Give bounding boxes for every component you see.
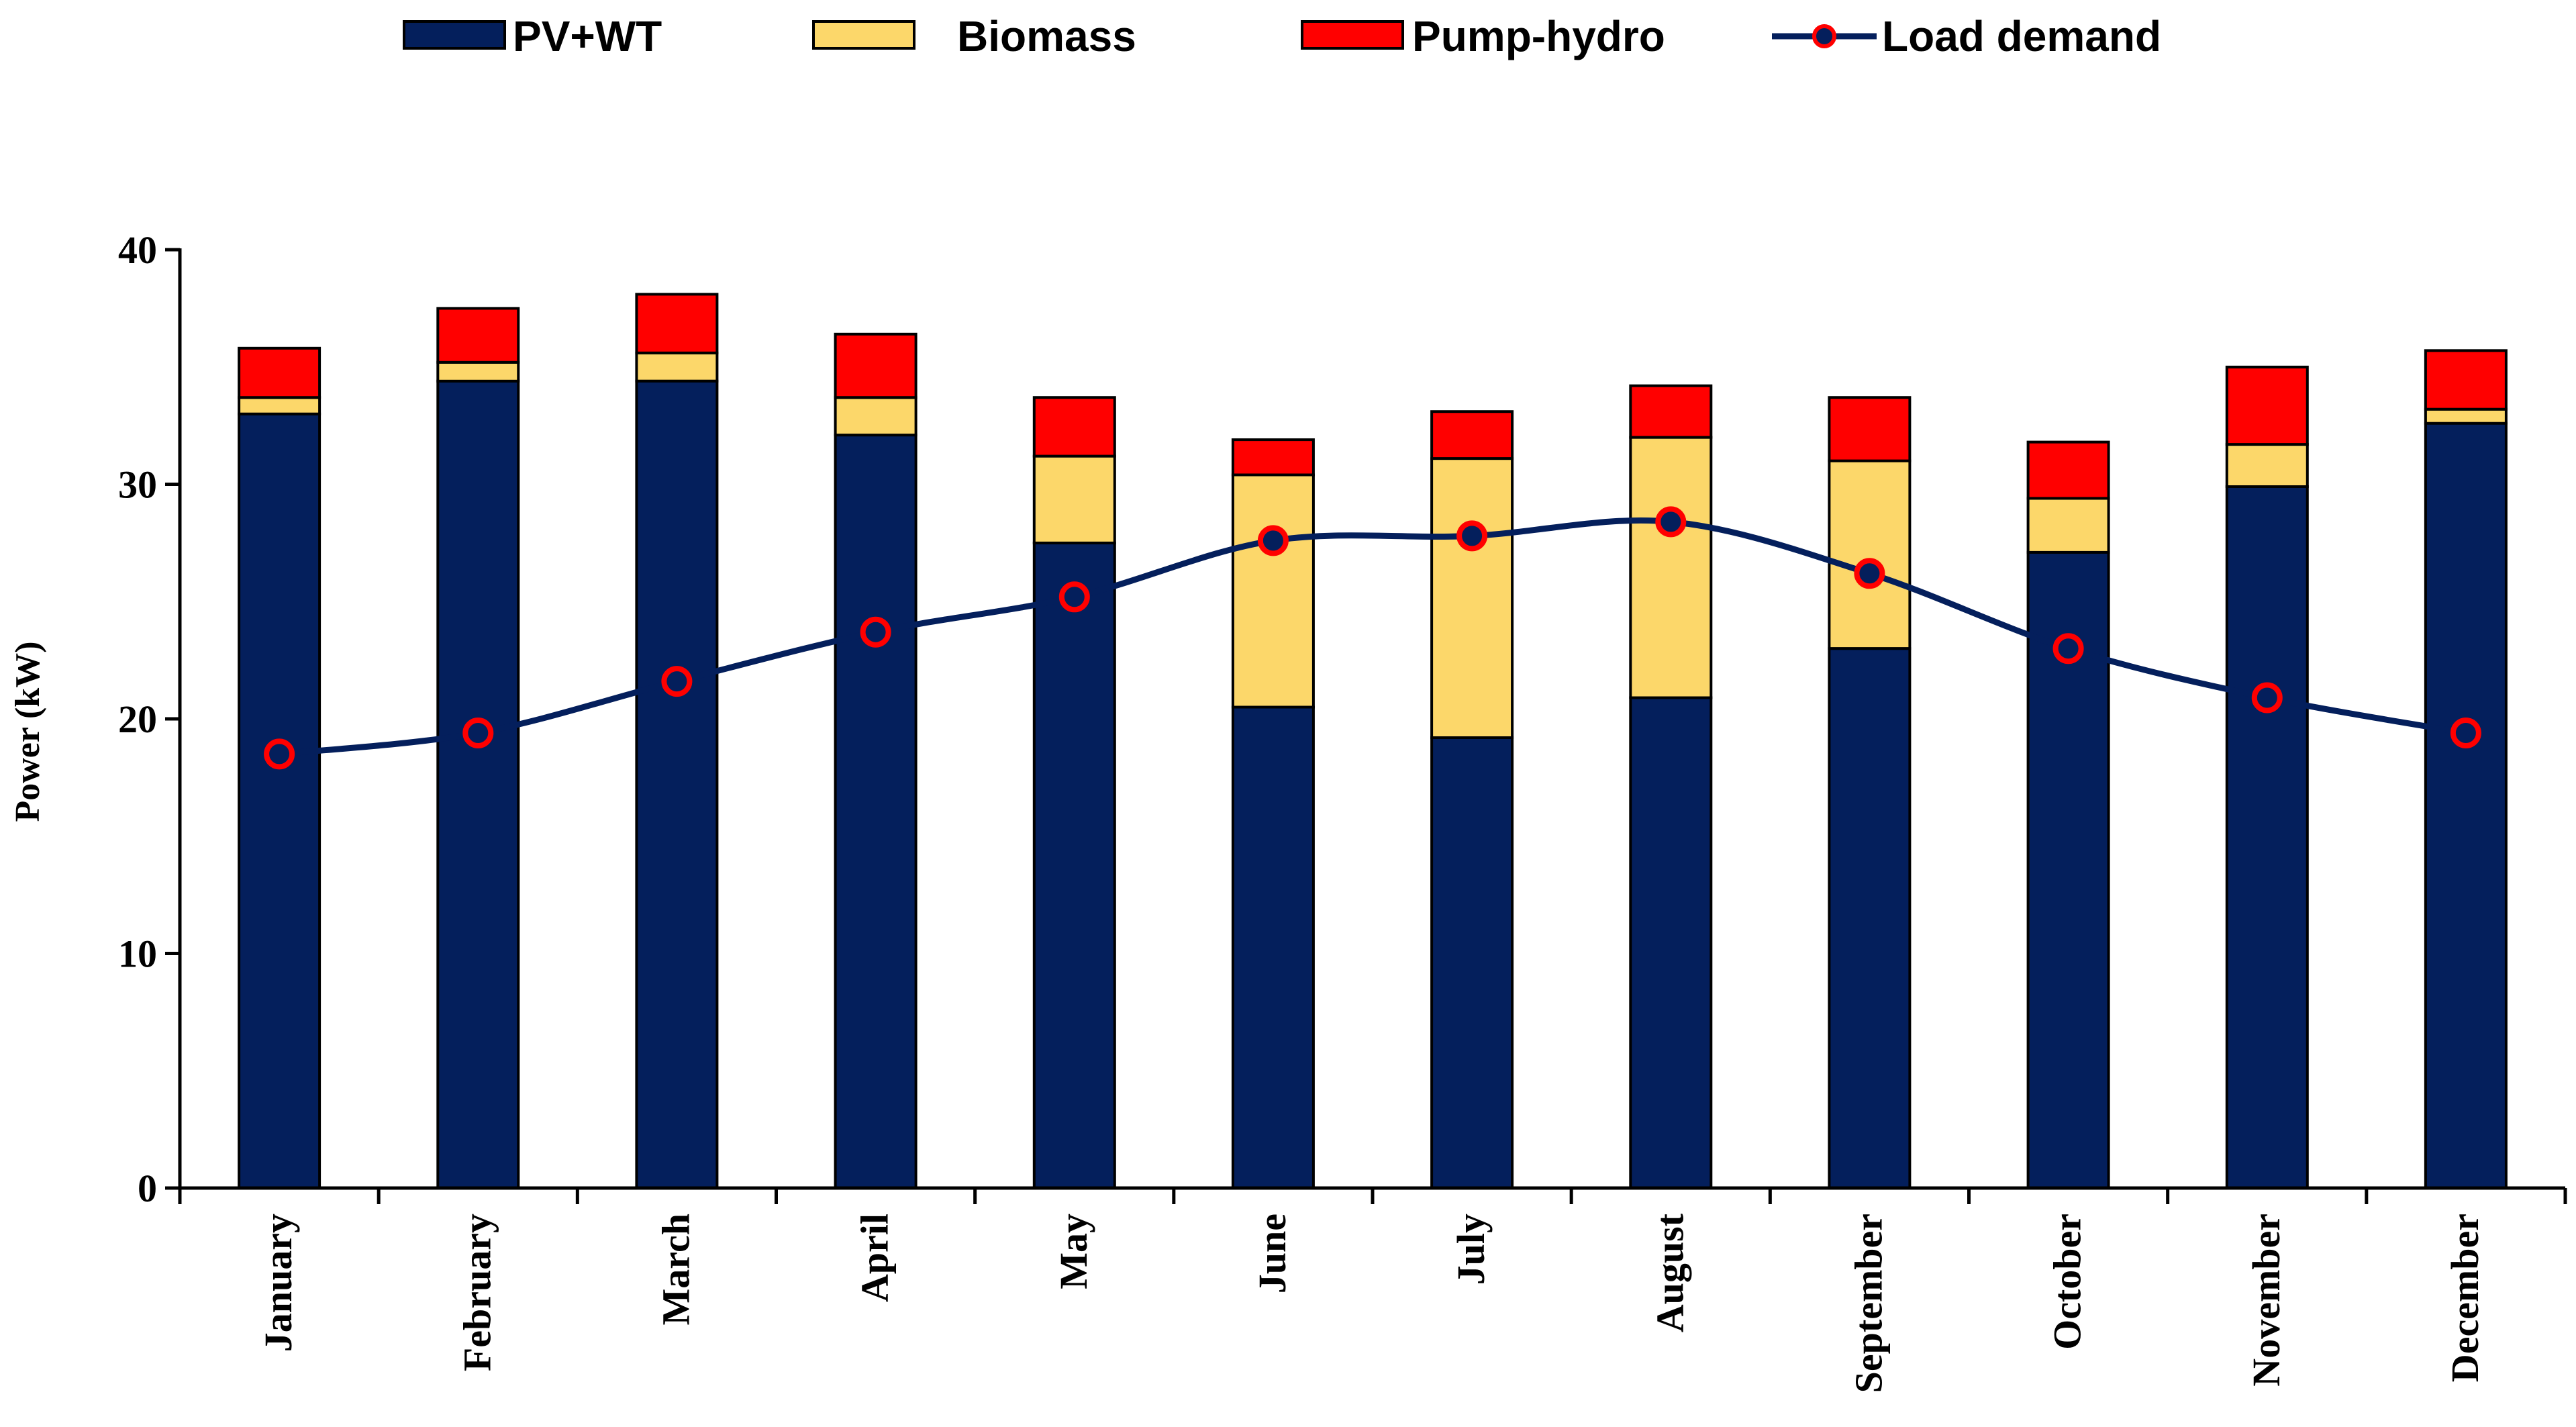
x-tick-label-march: March (654, 1214, 697, 1325)
bar-pump-hydro-august (1629, 384, 1713, 439)
legend-swatch-pv-wt (403, 20, 506, 50)
bar-pump-hydro-february (436, 307, 520, 364)
x-tick-label-february: February (455, 1214, 499, 1371)
bar-pump-hydro-december (2424, 349, 2508, 411)
bar-pump-hydro-april (834, 332, 918, 399)
load-demand-point-february (462, 718, 494, 748)
bar-biomass-july (1430, 457, 1514, 739)
load-demand-point-april (860, 616, 891, 648)
load-demand-series (264, 506, 2481, 770)
bar-pv-wt-december (2424, 422, 2508, 1189)
legend-label-pump-hydro: Pump-hydro (1412, 12, 1665, 60)
load-demand-point-march (661, 666, 693, 697)
legend-label-biomass: Biomass (957, 12, 1136, 60)
load-demand-point-november (2251, 682, 2283, 714)
bar-pump-hydro-november (2225, 365, 2309, 446)
bar-pv-wt-march (635, 379, 719, 1190)
bar-pump-hydro-may (1032, 396, 1116, 458)
y-tick-label: 10 (118, 932, 157, 976)
legend-swatch-pump-hydro (1301, 20, 1404, 50)
load-demand-point-december (2450, 718, 2481, 748)
bar-biomass-march (635, 351, 719, 383)
load-demand-point-january (264, 738, 295, 770)
bar-biomass-november (2225, 443, 2309, 488)
y-tick-label: 0 (138, 1167, 157, 1210)
legend-swatch-marker-load-demand (1812, 24, 1836, 48)
bar-biomass-may (1032, 454, 1116, 544)
load-demand-point-september (1854, 558, 1885, 589)
bar-pump-hydro-september (1828, 396, 1912, 462)
load-demand-line (279, 517, 2467, 757)
bar-pv-wt-august (1629, 696, 1713, 1189)
bars (238, 293, 2508, 1190)
bar-pv-wt-may (1032, 541, 1116, 1189)
y-tick-label: 20 (118, 697, 157, 741)
axes: 0 10 20 30 40 January February March April May Jun… (118, 228, 2567, 1393)
x-tick-label-september: September (1846, 1214, 1890, 1393)
bar-biomass-october (2026, 497, 2110, 554)
bar-pv-wt-july (1430, 736, 1514, 1189)
load-demand-point-june (1257, 525, 1289, 556)
bar-pv-wt-june (1231, 705, 1315, 1189)
legend-label-load-demand: Load demand (1882, 12, 2161, 60)
bar-pv-wt-january (238, 412, 321, 1190)
x-tick-label-january: January (256, 1214, 300, 1352)
bar-biomass-december (2424, 407, 2508, 425)
legend-swatch-biomass (812, 20, 915, 50)
bar-biomass-june (1231, 473, 1315, 709)
bar-pv-wt-february (436, 379, 520, 1190)
bar-biomass-april (834, 396, 918, 437)
legend-label-pv-wt: PV+WT (513, 12, 662, 60)
load-demand-point-october (2052, 633, 2084, 665)
bar-biomass-february (436, 360, 520, 383)
bar-pump-hydro-july (1430, 410, 1514, 460)
bar-biomass-september (1828, 459, 1912, 650)
bar-biomass-january (238, 396, 321, 415)
x-tick-label-july: July (1449, 1214, 1493, 1285)
x-tick-label-november: November (2244, 1214, 2288, 1387)
bar-pv-wt-september (1828, 647, 1912, 1189)
bar-pump-hydro-march (635, 293, 719, 354)
x-tick-label-october: October (2046, 1214, 2089, 1350)
y-tick-label: 40 (118, 228, 157, 272)
x-tick-label-april: April (853, 1214, 897, 1302)
load-demand-point-may (1058, 581, 1090, 613)
bar-pv-wt-november (2225, 485, 2309, 1189)
load-demand-point-july (1456, 520, 1488, 552)
bar-pv-wt-april (834, 434, 918, 1189)
y-axis-title: Power (kW) (9, 641, 47, 822)
bar-pump-hydro-june (1231, 438, 1315, 477)
bar-pump-hydro-october (2026, 440, 2110, 500)
x-tick-label-june: June (1250, 1214, 1294, 1293)
bar-biomass-august (1629, 436, 1713, 699)
x-tick-label-december: December (2443, 1214, 2487, 1382)
x-tick-label-august: August (1648, 1213, 1691, 1332)
bar-pump-hydro-january (238, 346, 321, 399)
load-demand-point-august (1655, 506, 1687, 538)
legend: PV+WT Biomass Pump-hydro Load demand (403, 12, 2161, 60)
x-tick-label-may: May (1052, 1214, 1095, 1289)
y-tick-label: 30 (118, 463, 157, 507)
